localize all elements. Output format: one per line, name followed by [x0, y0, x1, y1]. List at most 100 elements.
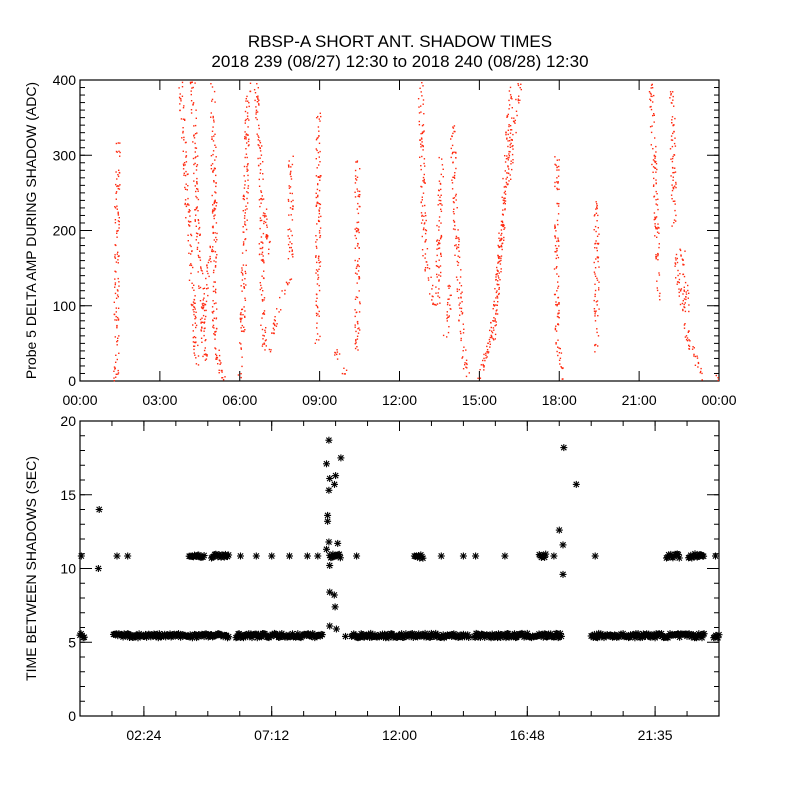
- data-point: [213, 181, 215, 183]
- data-point: [452, 151, 454, 154]
- data-point: [261, 145, 263, 147]
- chart-subtitle: 2018 239 (08/27) 12:30 to 2018 240 (08/2…: [211, 52, 589, 71]
- data-point: [452, 211, 455, 213]
- data-point: [319, 236, 321, 239]
- data-point: [273, 332, 275, 334]
- data-point: [557, 323, 559, 325]
- data-point: [210, 116, 212, 118]
- data-point: [336, 358, 339, 360]
- data-point: [488, 351, 490, 353]
- data-point: [483, 369, 485, 371]
- data-point: [686, 337, 689, 339]
- data-point: [257, 87, 259, 89]
- data-point: [194, 302, 196, 304]
- data-point: [555, 164, 557, 166]
- data-point: [679, 290, 682, 292]
- data-point: [354, 196, 357, 198]
- data-point: [498, 237, 500, 239]
- data-point: [114, 286, 116, 288]
- data-point: [261, 299, 264, 301]
- data-point: [492, 308, 494, 310]
- data-point: [262, 290, 264, 292]
- data-point: [356, 245, 359, 247]
- data-point: [193, 125, 195, 127]
- data-point: [116, 232, 118, 234]
- data-point: [597, 214, 599, 217]
- data-point: [114, 292, 117, 295]
- data-point: [199, 318, 202, 321]
- data-point: [446, 336, 448, 338]
- x-tick-label: 02:24: [126, 727, 161, 743]
- data-point: [674, 145, 677, 147]
- asterisk-marker: [336, 554, 344, 562]
- y-tick-label: 200: [53, 223, 77, 239]
- data-point: [510, 178, 512, 180]
- data-point: [424, 253, 427, 255]
- data-point: [218, 359, 221, 361]
- data-point: [493, 339, 495, 341]
- data-point: [240, 373, 242, 375]
- data-point: [596, 300, 599, 302]
- data-point: [507, 165, 509, 167]
- data-point: [196, 183, 198, 185]
- data-point: [244, 310, 246, 312]
- data-point: [114, 270, 116, 272]
- data-point: [508, 108, 510, 110]
- data-point: [679, 303, 682, 306]
- data-point: [268, 348, 271, 351]
- data-point: [678, 295, 680, 297]
- asterisk-marker: [325, 486, 333, 494]
- data-point: [688, 348, 691, 350]
- data-point: [556, 250, 558, 252]
- data-point: [318, 255, 320, 258]
- data-point: [354, 228, 356, 230]
- data-point: [215, 261, 217, 263]
- data-point: [354, 169, 357, 172]
- data-point: [185, 170, 187, 173]
- data-point: [594, 351, 596, 353]
- data-point: [357, 202, 359, 205]
- data-point: [199, 286, 202, 289]
- data-point: [355, 178, 357, 180]
- asterisk-marker: [572, 480, 580, 488]
- data-point: [116, 253, 118, 255]
- data-point: [503, 186, 505, 188]
- data-point: [336, 349, 338, 351]
- data-point: [203, 293, 205, 295]
- data-point: [697, 362, 700, 365]
- data-point: [214, 251, 217, 253]
- y-tick-label: 300: [53, 147, 77, 163]
- data-point: [190, 93, 192, 96]
- data-point: [505, 158, 508, 160]
- y-tick-label: 10: [60, 561, 76, 577]
- data-point: [419, 87, 421, 89]
- data-point: [560, 352, 563, 354]
- data-point: [556, 290, 558, 292]
- data-point: [248, 144, 250, 146]
- data-point: [511, 107, 513, 109]
- data-point: [240, 285, 242, 287]
- data-point: [243, 165, 246, 168]
- data-point: [495, 321, 497, 323]
- data-point: [701, 379, 703, 381]
- data-point: [244, 299, 247, 301]
- y-tick-label: 0: [68, 708, 76, 724]
- data-point: [462, 323, 464, 325]
- data-point: [556, 169, 558, 171]
- data-point: [425, 239, 427, 241]
- data-point: [264, 349, 266, 351]
- data-point: [717, 379, 719, 382]
- data-point: [514, 122, 516, 124]
- data-point: [263, 313, 266, 315]
- data-point: [554, 328, 557, 331]
- data-point: [441, 164, 444, 166]
- data-point: [245, 138, 247, 140]
- data-point: [446, 314, 448, 316]
- data-point: [489, 336, 491, 339]
- data-point: [195, 225, 197, 227]
- data-point: [358, 194, 360, 196]
- data-point: [210, 168, 213, 170]
- asterisk-marker: [700, 552, 708, 560]
- data-point: [318, 210, 320, 212]
- data-point: [194, 354, 196, 356]
